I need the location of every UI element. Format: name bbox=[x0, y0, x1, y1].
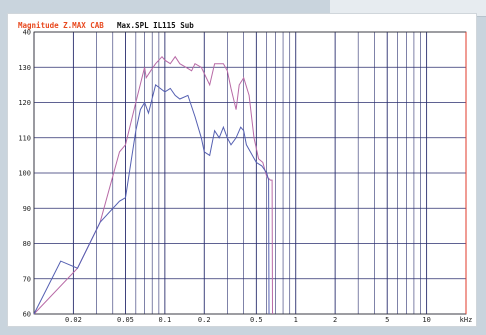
x-tick-label: 0.2 bbox=[198, 316, 211, 324]
spl-frequency-chart: Magnitude Z.MAX CAB Max.SPL IL115 Sub 40… bbox=[18, 21, 472, 324]
y-axis-ticks: 40 130 120 110 100 90 80 70 60 bbox=[18, 29, 31, 319]
series-line-2 bbox=[33, 84, 270, 315]
y-tick-label: 80 bbox=[23, 240, 31, 248]
x-tick-label: 2 bbox=[333, 316, 337, 324]
chart-frame bbox=[8, 14, 476, 326]
y-tick-label: 70 bbox=[23, 275, 31, 283]
x-tick-label: 10 bbox=[422, 316, 430, 324]
y-tick-label: 120 bbox=[18, 99, 31, 107]
y-tick-label: 130 bbox=[18, 64, 31, 72]
x-tick-label: 1 bbox=[294, 316, 298, 324]
y-tick-label: 60 bbox=[23, 311, 31, 319]
y-tick-label: 100 bbox=[18, 170, 31, 178]
y-tick-label: 40 bbox=[23, 29, 31, 37]
x-tick-label: 0.1 bbox=[159, 316, 172, 324]
y-tick-label: 110 bbox=[18, 134, 31, 142]
x-tick-label: kHz bbox=[460, 316, 473, 324]
x-tick-label: 5 bbox=[385, 316, 389, 324]
chart-grid bbox=[33, 31, 467, 315]
x-tick-label: 0.02 bbox=[65, 316, 82, 324]
chart-plot-area bbox=[33, 55, 273, 315]
x-tick-label: 0.05 bbox=[117, 316, 134, 324]
chart-title-prefix: Magnitude Z.MAX CAB bbox=[18, 21, 104, 30]
chart-title: Max.SPL IL115 Sub bbox=[117, 21, 194, 30]
y-tick-label: 90 bbox=[23, 205, 31, 213]
x-tick-label: 0.5 bbox=[250, 316, 263, 324]
x-axis-ticks: 0.02 0.05 0.1 0.2 0.5 1 2 5 10 kHz bbox=[65, 316, 472, 324]
series-line-1 bbox=[33, 55, 273, 315]
